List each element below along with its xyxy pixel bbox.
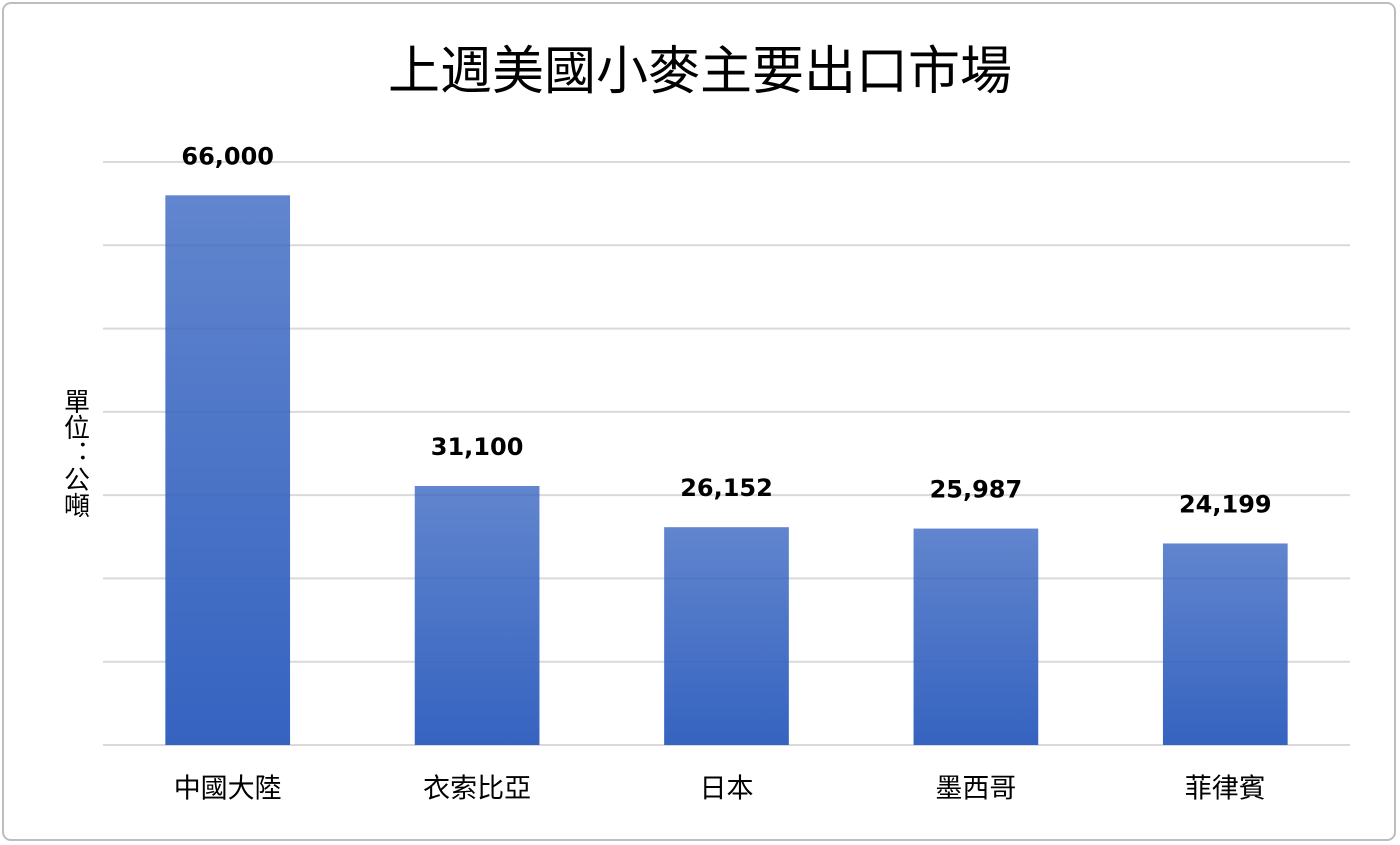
data-label: 66,000	[181, 142, 274, 170]
bar	[664, 527, 789, 745]
data-label: 31,100	[431, 433, 524, 461]
x-tick-label: 墨西哥	[935, 774, 1016, 805]
bar	[1162, 543, 1288, 745]
bar	[913, 528, 1039, 745]
chart-title: 上週美國小麥主要出口市場	[388, 42, 1012, 102]
x-tick-label: 菲律賓	[1185, 774, 1266, 805]
bar	[165, 195, 291, 746]
x-tick-label: 中國大陸	[174, 774, 282, 805]
data-label: 25,987	[930, 476, 1023, 504]
bar	[414, 485, 540, 745]
data-label: 24,199	[1179, 490, 1272, 518]
data-label: 26,152	[680, 474, 773, 502]
y-axis-label: 單位：公噸	[60, 388, 90, 518]
x-tick-label: 日本	[700, 774, 754, 805]
x-tick-label: 衣索比亞	[423, 774, 531, 805]
